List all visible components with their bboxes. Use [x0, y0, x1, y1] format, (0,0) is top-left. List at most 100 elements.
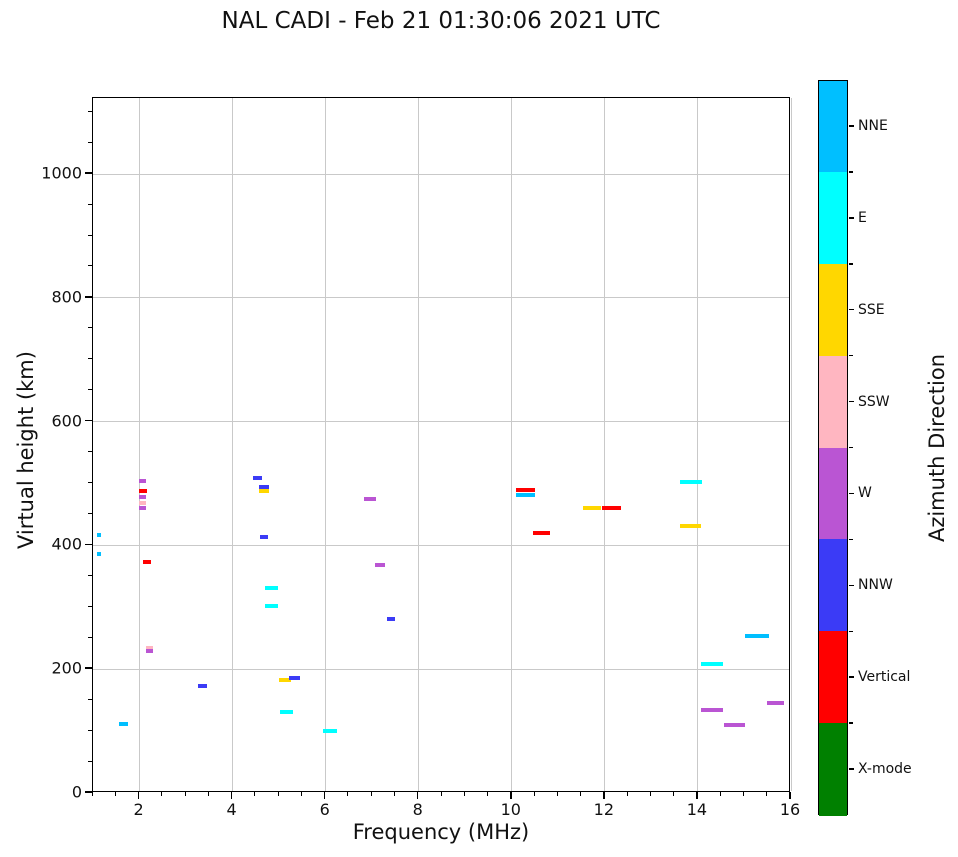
x-minor-tick	[649, 792, 651, 796]
y-minor-tick	[88, 327, 92, 329]
data-point	[680, 524, 702, 529]
x-minor-tick	[300, 792, 302, 796]
data-point	[516, 493, 536, 498]
x-axis-label: Frequency (MHz)	[352, 820, 530, 844]
x-major-tick	[230, 792, 233, 799]
data-point	[260, 534, 269, 539]
data-point	[138, 505, 147, 510]
gridline	[697, 98, 699, 791]
y-tick-label: 800	[51, 287, 82, 307]
gridline	[325, 98, 327, 791]
data-point	[767, 701, 785, 706]
colorbar-tick	[849, 400, 854, 403]
x-minor-tick	[533, 792, 535, 796]
data-point	[119, 722, 129, 727]
x-minor-tick	[184, 792, 186, 796]
colorbar-tick	[849, 768, 854, 770]
y-minor-tick	[88, 574, 92, 576]
data-point	[259, 488, 270, 493]
y-major-tick	[85, 543, 92, 546]
colorbar-segment	[819, 81, 847, 174]
data-point	[723, 722, 745, 727]
x-major-tick	[696, 792, 698, 799]
data-point	[138, 488, 147, 493]
colorbar-segment	[819, 631, 847, 725]
data-point	[700, 662, 723, 667]
data-point	[745, 633, 769, 638]
x-minor-tick	[556, 792, 558, 796]
data-point	[533, 531, 550, 536]
gridline	[93, 421, 789, 423]
y-minor-tick	[88, 513, 92, 514]
colorbar-tick	[849, 125, 854, 127]
colorbar-minor-tick	[849, 354, 853, 357]
x-tick-label: 4	[226, 800, 237, 819]
data-point	[386, 617, 395, 622]
data-point	[96, 552, 102, 557]
data-point	[252, 475, 262, 480]
x-major-tick	[789, 792, 791, 799]
x-tick-label: 16	[779, 800, 801, 819]
colorbar	[818, 80, 848, 816]
y-major-tick	[85, 296, 92, 298]
gridline	[511, 98, 513, 791]
data-point	[700, 708, 723, 713]
colorbar-minor-tick	[849, 446, 853, 449]
colorbar-label: NNE	[858, 117, 888, 134]
colorbar-segment	[819, 263, 847, 357]
colorbar-segment	[819, 447, 847, 541]
x-minor-tick	[580, 792, 582, 796]
data-point	[138, 479, 147, 484]
data-point	[197, 683, 207, 688]
gridline	[232, 98, 234, 791]
colorbar-label: E	[858, 209, 867, 226]
data-point	[602, 506, 621, 511]
x-minor-tick	[277, 792, 279, 796]
chart-title: NAL CADI - Feb 21 01:30:06 2021 UTC	[221, 8, 661, 34]
y-minor-tick	[88, 265, 92, 267]
y-major-tick	[85, 791, 92, 793]
y-minor-tick	[88, 729, 92, 731]
data-point	[146, 648, 153, 653]
colorbar-segment	[819, 723, 847, 816]
x-minor-tick	[207, 792, 209, 796]
data-point	[280, 709, 293, 714]
data-point	[265, 604, 278, 609]
x-tick-label: 12	[593, 800, 615, 819]
y-tick-label: 600	[51, 411, 82, 431]
y-minor-tick	[88, 482, 92, 484]
y-minor-tick	[88, 389, 92, 391]
data-point	[278, 677, 291, 682]
x-minor-tick	[114, 792, 116, 796]
colorbar-label: W	[858, 485, 872, 502]
x-minor-tick	[673, 792, 675, 796]
data-point	[289, 675, 300, 680]
y-minor-tick	[88, 698, 92, 700]
colorbar-minor-tick	[849, 722, 853, 724]
y-minor-tick	[88, 760, 92, 762]
plot-area	[92, 97, 792, 792]
x-tick-label: 10	[500, 800, 521, 819]
data-point	[364, 497, 376, 502]
colorbar-segment	[819, 355, 847, 449]
data-point	[375, 563, 385, 568]
data-point	[146, 645, 153, 650]
data-point	[582, 506, 601, 511]
colorbar-segment	[819, 539, 847, 633]
data-point	[516, 488, 536, 493]
x-minor-tick	[440, 792, 442, 796]
colorbar-label: SSE	[858, 301, 885, 318]
y-major-tick	[85, 419, 92, 422]
x-minor-tick	[719, 792, 721, 796]
y-tick-label: 400	[51, 534, 82, 554]
data-point	[96, 532, 102, 537]
x-major-tick	[603, 792, 605, 799]
y-minor-tick	[88, 358, 92, 360]
x-minor-tick	[254, 792, 256, 796]
colorbar-segment	[819, 171, 847, 265]
x-minor-tick	[370, 792, 372, 796]
colorbar-tick	[849, 492, 854, 495]
data-point	[259, 485, 270, 490]
colorbar-label: NNW	[858, 577, 893, 594]
x-tick-label: 14	[686, 800, 708, 819]
